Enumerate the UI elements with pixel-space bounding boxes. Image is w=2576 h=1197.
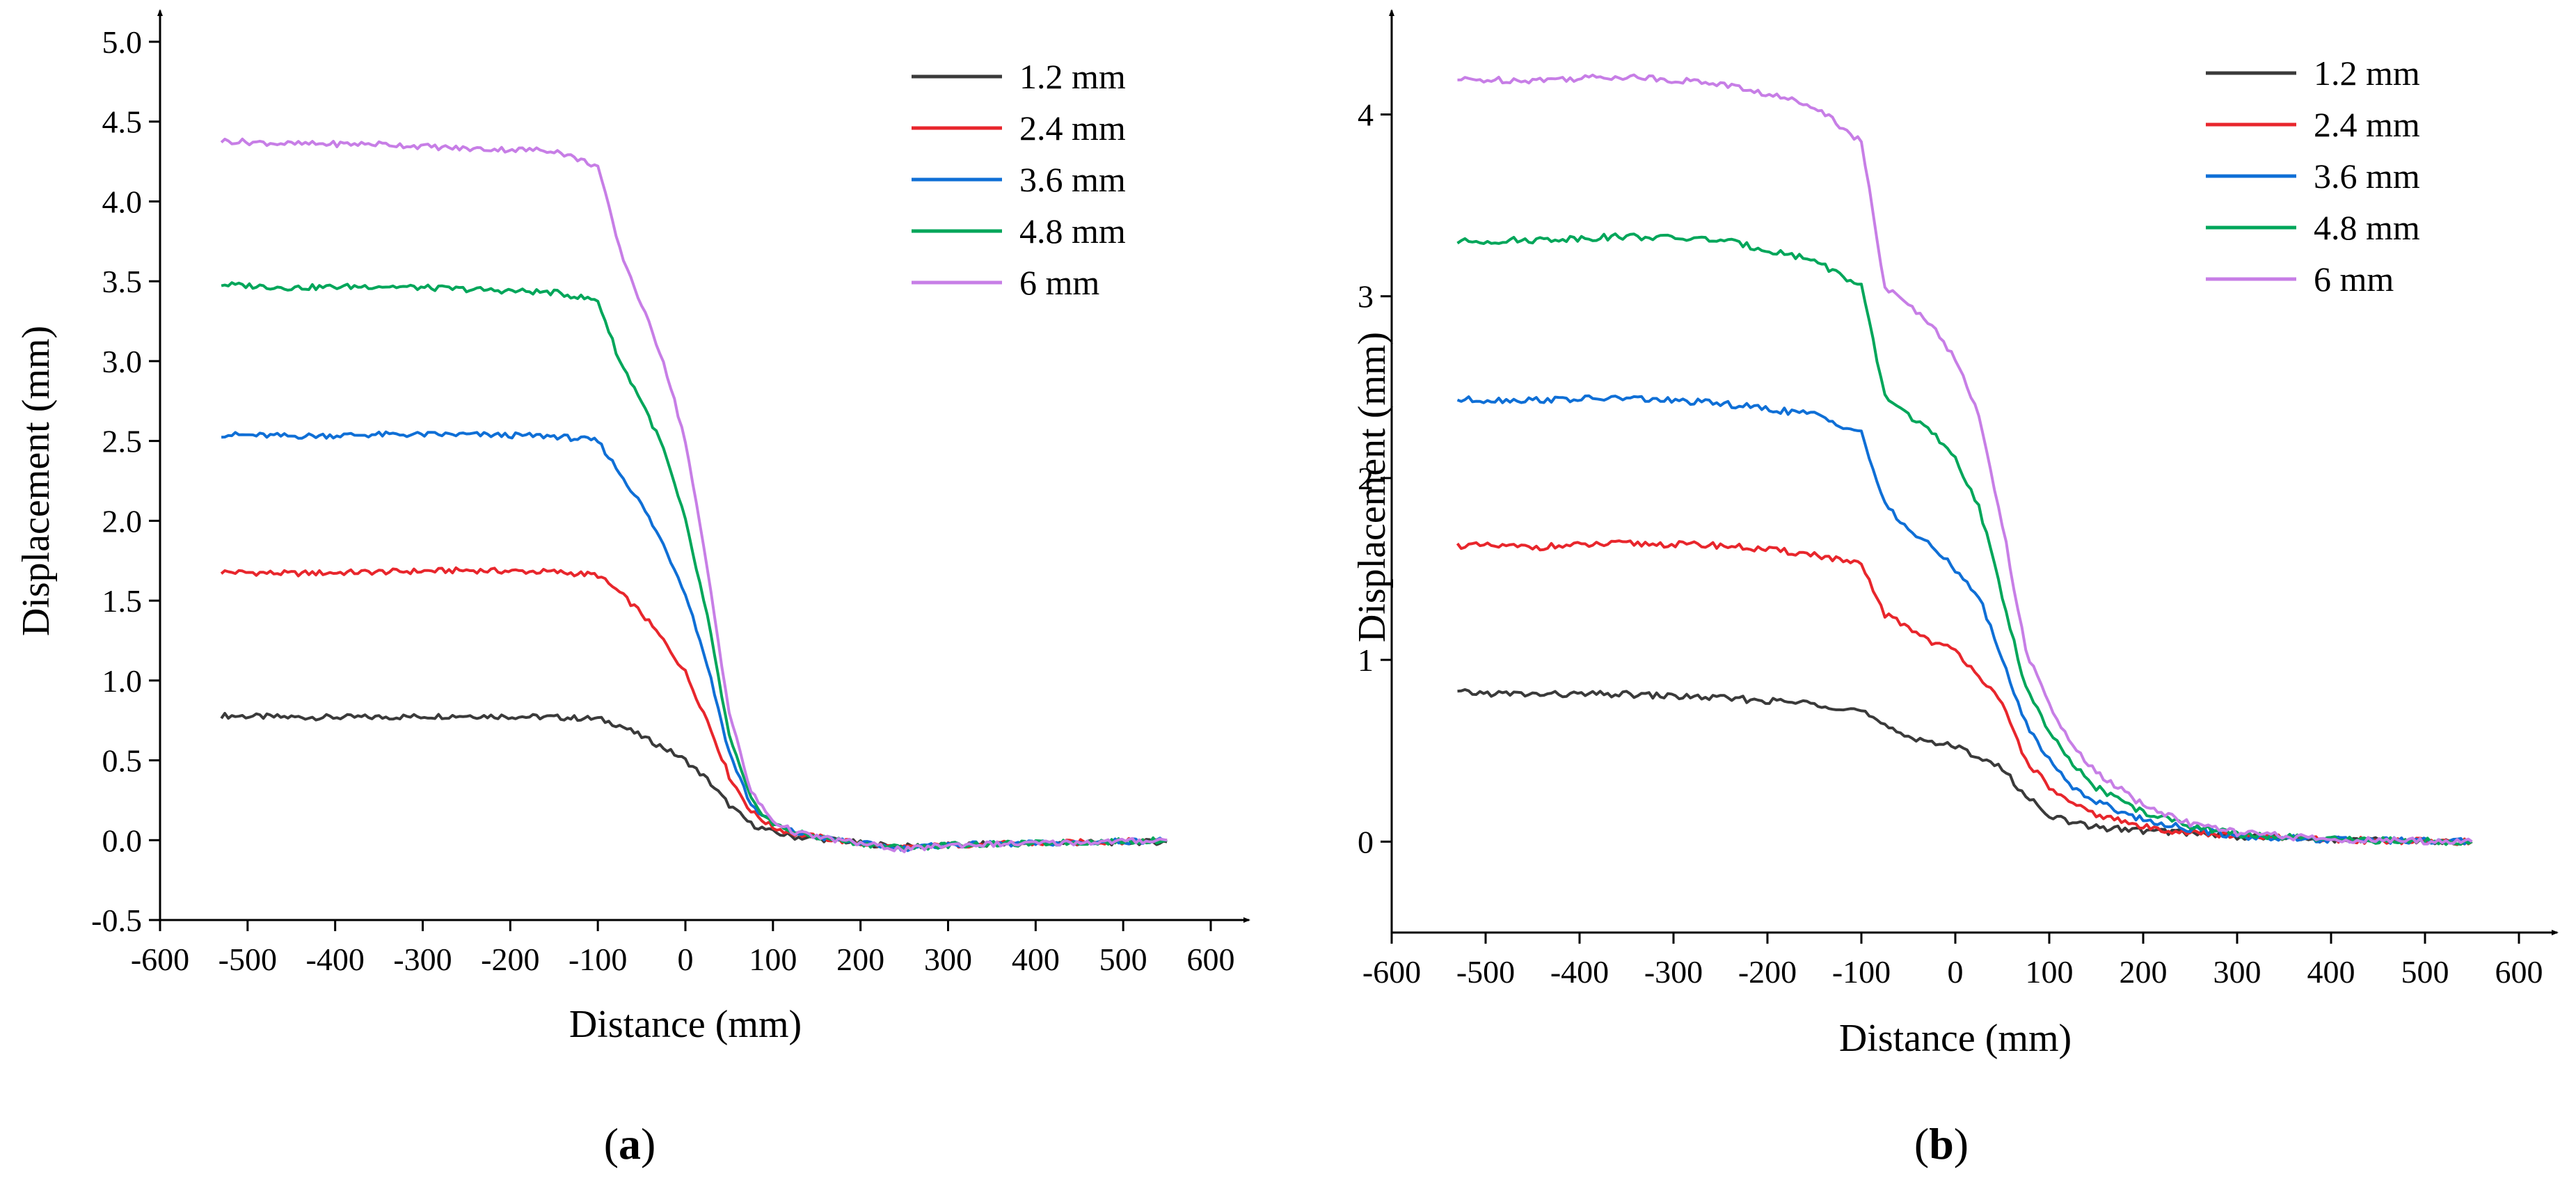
x-tick-label: -600 bbox=[1362, 954, 1421, 990]
x-tick-label: 0 bbox=[1948, 954, 1964, 990]
legend-label: 2.4 mm bbox=[1019, 109, 1126, 148]
x-tick-label: -600 bbox=[131, 942, 189, 977]
series-line-1-2-mm bbox=[220, 712, 1168, 850]
caption-letter: b bbox=[1929, 1119, 1954, 1168]
y-tick-label: 3.0 bbox=[102, 344, 143, 379]
x-tick-label: 200 bbox=[2120, 954, 2168, 990]
x-tick-label: -100 bbox=[569, 942, 627, 977]
y-axis-title: Displacement (mm) bbox=[1351, 332, 1394, 642]
series-line-6-mm bbox=[220, 137, 1168, 853]
series-line-3-6-mm bbox=[1456, 394, 2473, 846]
y-tick-label: 4 bbox=[1358, 97, 1374, 132]
legend-label: 3.6 mm bbox=[1019, 160, 1126, 199]
x-tick-label: -400 bbox=[1550, 954, 1609, 990]
y-tick-label: 3 bbox=[1358, 279, 1374, 315]
legend-label: 6 mm bbox=[2314, 260, 2394, 299]
series-line-2-4-mm bbox=[220, 566, 1168, 851]
x-tick-label: 400 bbox=[1012, 942, 1060, 977]
y-tick-label: 0.0 bbox=[102, 823, 143, 858]
legend-label: 2.4 mm bbox=[2314, 105, 2420, 144]
series-line-4-8-mm bbox=[1456, 232, 2473, 846]
series-line-2-4-mm bbox=[1456, 539, 2473, 846]
series-line-3-6-mm bbox=[221, 430, 1168, 853]
x-tick-label: -500 bbox=[1456, 954, 1515, 990]
y-tick-label: 4.0 bbox=[102, 184, 143, 219]
x-tick-label: 100 bbox=[2026, 954, 2074, 990]
chart-panel-a: -600 -500 -400 -300 -200 -100 0 100 200 300 400 500… bbox=[15, 9, 1250, 1168]
legend-label: 3.6 mm bbox=[2314, 157, 2420, 196]
chart-panel-b: -600 -500 -400 -300 -200 -100 0 100 200 300 400 500… bbox=[1351, 9, 2559, 1168]
legend-label: 4.8 mm bbox=[1019, 212, 1126, 251]
legend-label: 1.2 mm bbox=[2314, 54, 2420, 93]
y-tick-label: -0.5 bbox=[91, 903, 142, 938]
legend: 1.2 mm 2.4 mm 3.6 mm 4.8 mm 6 mm bbox=[2206, 54, 2420, 299]
x-tick-label: -500 bbox=[218, 942, 277, 977]
legend-label: 4.8 mm bbox=[2314, 208, 2420, 247]
caption-open: ( bbox=[604, 1119, 619, 1168]
x-tick-label: 300 bbox=[2213, 954, 2261, 990]
series-line-6-mm bbox=[1457, 73, 2473, 846]
caption-close: ) bbox=[1954, 1119, 1969, 1168]
x-tick-label: -200 bbox=[1738, 954, 1797, 990]
x-tick-label: -300 bbox=[393, 942, 452, 977]
legend-label: 1.2 mm bbox=[1019, 57, 1126, 96]
x-axis-title: Distance (mm) bbox=[569, 1003, 802, 1046]
y-tick-label: 4.5 bbox=[102, 104, 143, 140]
x-tick-label: 400 bbox=[2307, 954, 2355, 990]
x-tick-label: 500 bbox=[2401, 954, 2449, 990]
y-tick-label: 5.0 bbox=[102, 24, 143, 60]
panel-caption: (a) bbox=[604, 1119, 656, 1168]
caption-letter: a bbox=[619, 1119, 641, 1168]
x-tick-label: -400 bbox=[306, 942, 365, 977]
y-tick-label: 0.5 bbox=[102, 743, 143, 779]
x-tick-label: 200 bbox=[836, 942, 884, 977]
y-tick-label: 2.0 bbox=[102, 503, 143, 539]
x-tick-label: -100 bbox=[1832, 954, 1891, 990]
y-tick-label: 1.0 bbox=[102, 663, 143, 699]
x-tick-label: 0 bbox=[678, 942, 694, 977]
series-line-1-2-mm bbox=[1457, 688, 2473, 846]
caption-open: ( bbox=[1914, 1119, 1929, 1168]
y-tick-label: 2 bbox=[1358, 461, 1374, 496]
x-tick-label: -200 bbox=[481, 942, 539, 977]
x-tick-label: 600 bbox=[2495, 954, 2543, 990]
x-tick-label: 500 bbox=[1099, 942, 1147, 977]
caption-close: ) bbox=[641, 1119, 655, 1168]
x-tick-label: 100 bbox=[749, 942, 797, 977]
x-tick-label: -300 bbox=[1644, 954, 1703, 990]
y-tick-label: 0 bbox=[1358, 824, 1374, 859]
y-tick-label: 2.5 bbox=[102, 424, 143, 459]
panel-caption: (b) bbox=[1914, 1119, 1969, 1168]
y-tick-label: 1 bbox=[1358, 642, 1374, 678]
x-tick-label: 300 bbox=[924, 942, 972, 977]
x-tick-label: 600 bbox=[1187, 942, 1235, 977]
x-axis-title: Distance (mm) bbox=[1839, 1017, 2072, 1060]
y-tick-label: 3.5 bbox=[102, 264, 143, 299]
legend: 1.2 mm 2.4 mm 3.6 mm 4.8 mm 6 mm bbox=[912, 57, 1126, 302]
legend-label: 6 mm bbox=[1019, 263, 1099, 302]
y-axis-title: Displacement (mm) bbox=[15, 326, 58, 636]
y-tick-label: 1.5 bbox=[102, 583, 143, 619]
